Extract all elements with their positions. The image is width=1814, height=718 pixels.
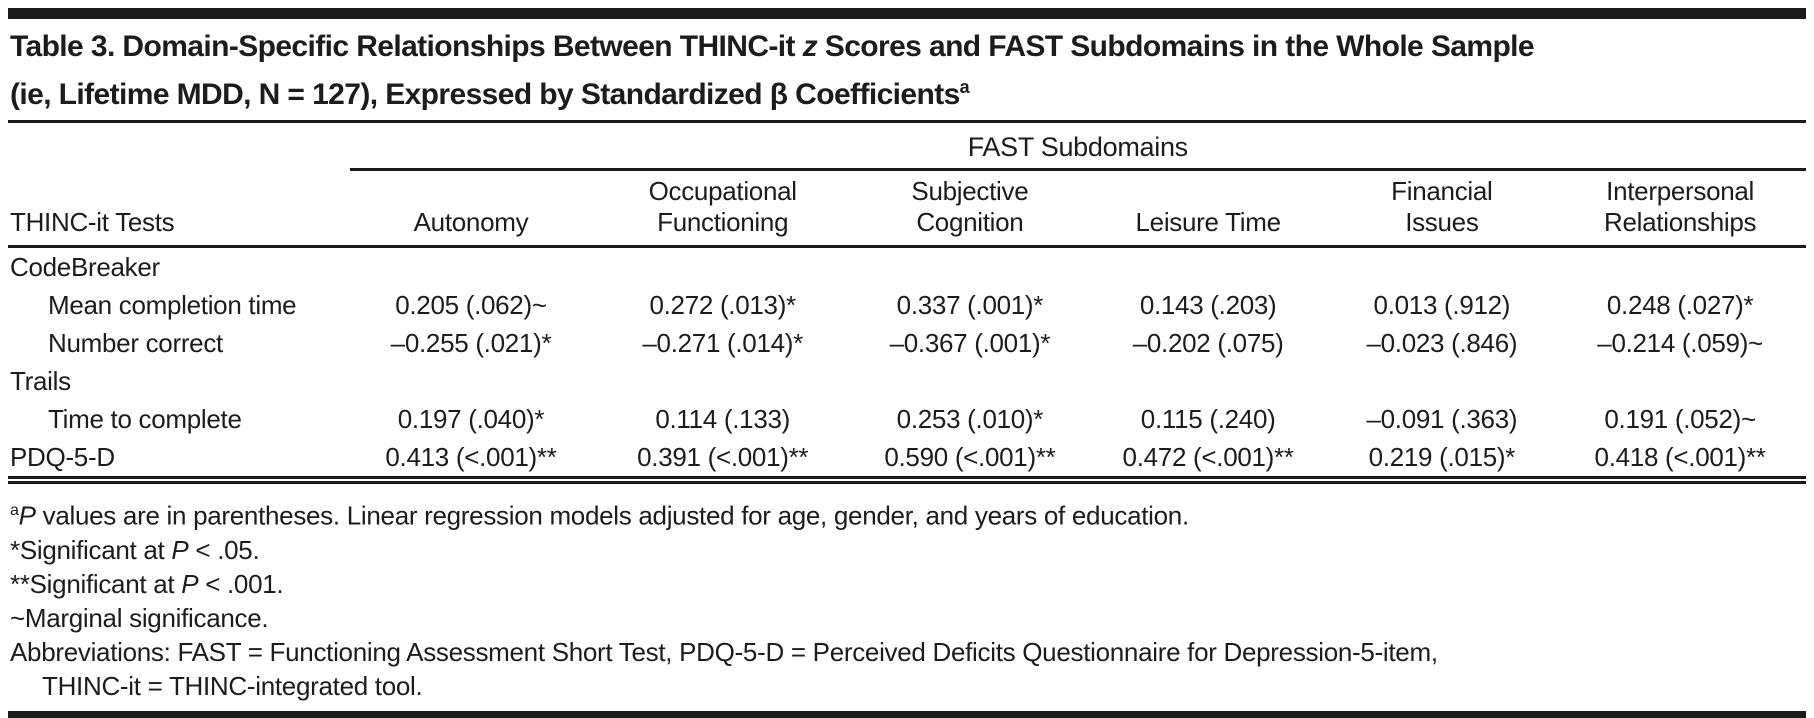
cell-value: –0.023 (.846) [1366, 327, 1518, 358]
title-footnote-marker: a [959, 77, 970, 97]
footnote-marker-a: a [10, 501, 19, 519]
footnote-a: aP values are in parentheses. Linear reg… [10, 493, 1804, 533]
cell-value: 0.205 (.062)~ [395, 289, 547, 320]
footnote-text: < .05. [188, 534, 260, 565]
footnote-text: values are in parentheses. Linear regres… [35, 500, 1190, 531]
stub-header: THINC-it Tests [8, 169, 350, 248]
cell-value: –0.255 (.021)* [390, 327, 552, 358]
title-text: Scores and FAST Subdomains in the Whole … [817, 30, 1535, 63]
row-label: Number correct [48, 327, 223, 358]
footnote-italic-p: P [171, 534, 189, 565]
table-title-line2: (ie, Lifetime MDD, N = 127), Expressed b… [10, 67, 1804, 115]
footnote-significance-05: *Significant at P < .05. [10, 533, 1804, 567]
table-row-pdq-5-d: PDQ-5-D 0.413 (<.001)** 0.391 (<.001)** … [8, 438, 1806, 484]
cell-value: 0.472 (<.001)** [1086, 438, 1330, 484]
cell-value: 0.253 (.010)* [896, 403, 1044, 434]
table-row-mean-completion-time: Mean completion time 0.205 (.062)~ 0.272… [8, 286, 1806, 324]
footnote-marginal-significance: ~Marginal significance. [10, 602, 269, 633]
cell-value: 0.391 (<.001)** [592, 438, 854, 484]
cell-value: 0.013 (.912) [1373, 289, 1511, 320]
footnote-abbreviations-line1: Abbreviations: FAST = Functioning Assess… [10, 636, 1438, 667]
table-title-line1: Table 3. Domain-Specific Relationships B… [10, 27, 1804, 67]
table-row-number-correct: Number correct –0.255 (.021)* –0.271 (.0… [8, 324, 1806, 362]
table-title: Table 3. Domain-Specific Relationships B… [8, 19, 1806, 120]
cell-value: 0.272 (.013)* [649, 289, 796, 320]
cell-value: –0.202 (.075) [1132, 327, 1284, 358]
table-footnotes: aP values are in parentheses. Linear reg… [8, 484, 1806, 707]
column-header-financial-issues: Financial Issues [1329, 169, 1555, 248]
spanning-header-row: FAST Subdomains [8, 123, 1806, 171]
cell-value: 0.197 (.040)* [397, 403, 545, 434]
row-label: PDQ-5-D [8, 438, 350, 484]
footnote-italic-p: P [18, 500, 36, 531]
cell-value: 0.143 (.203) [1139, 289, 1277, 320]
footnote-text: < .001. [198, 568, 284, 599]
footnote-italic-p: P [181, 568, 199, 599]
cell-value: –0.091 (.363) [1366, 403, 1518, 434]
footnote-significance-001: **Significant at P < .001. [10, 567, 1804, 601]
cell-value: –0.271 (.014)* [642, 327, 803, 358]
cell-value: 0.248 (.027)* [1606, 289, 1754, 320]
title-divider-rule [8, 120, 1806, 123]
fast-subdomains-header: FAST Subdomains [349, 123, 1806, 171]
footnote-text: *Significant at [10, 534, 172, 565]
cell-value: 0.590 (<.001)** [853, 438, 1087, 484]
cell-value: 0.114 (.133) [655, 403, 791, 434]
corner-cell [8, 123, 350, 170]
table-row-trails: Trails [8, 362, 1806, 400]
row-label: CodeBreaker [10, 251, 160, 282]
title-text: (ie, Lifetime MDD, N = 127), Expressed b… [10, 78, 960, 111]
row-label: Trails [10, 365, 71, 396]
top-rule [8, 8, 1806, 19]
row-label: Time to complete [48, 403, 242, 434]
cell-value: 0.191 (.052)~ [1604, 403, 1756, 434]
table-row-codebreaker: CodeBreaker [8, 247, 1806, 287]
column-header-subjective-cognition: Subjective Cognition [853, 169, 1087, 248]
table-row-time-to-complete: Time to complete 0.197 (.040)* 0.114 (.1… [8, 400, 1806, 438]
cell-value: 0.115 (.240) [1140, 403, 1276, 434]
column-header-occupational-functioning: Occupational Functioning [592, 169, 854, 248]
bottom-rule [8, 710, 1806, 718]
cell-value: –0.214 (.059)~ [1597, 327, 1763, 358]
cell-value: 0.418 (<.001)** [1554, 438, 1806, 484]
footnote-text: **Significant at [10, 568, 182, 599]
row-label: Mean completion time [48, 289, 297, 320]
cell-value: 0.413 (<.001)** [349, 438, 593, 484]
cell-value: 0.219 (.015)* [1329, 438, 1555, 484]
results-table: FAST Subdomains THINC-it Tests Autonomy … [8, 123, 1806, 484]
column-header-leisure-time: Leisure Time [1086, 169, 1330, 248]
cell-value: –0.367 (.001)* [889, 327, 1051, 358]
column-header-autonomy: Autonomy [349, 169, 593, 248]
column-header-row: THINC-it Tests Autonomy Occupational Fun… [8, 169, 1806, 248]
column-header-interpersonal-relationships: Interpersonal Relationships [1554, 169, 1806, 248]
title-italic-z: z [802, 30, 818, 63]
cell-value: 0.337 (.001)* [896, 289, 1044, 320]
footnote-abbreviations-line2: THINC-it = THINC-integrated tool. [42, 670, 423, 701]
title-text: Table 3. Domain-Specific Relationships B… [10, 30, 803, 63]
